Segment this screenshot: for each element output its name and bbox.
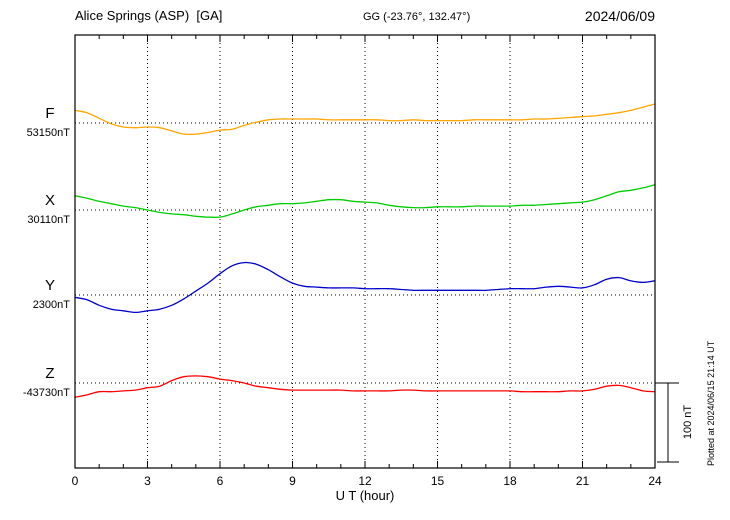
- x-tick-label-15: 15: [431, 474, 445, 488]
- series-F-line: [74, 103, 656, 136]
- plotted-at-note: Plotted at 2024/06/15 21:14 UT: [706, 340, 716, 466]
- series-X-baseline-value: 30110nT: [27, 214, 70, 226]
- x-tick-label-9: 9: [289, 474, 296, 488]
- series-Z-line: [74, 375, 656, 398]
- x-tick-label-18: 18: [503, 474, 517, 488]
- series-Z-label: Z: [45, 365, 54, 382]
- series-Y-line: [74, 261, 656, 314]
- x-tick-label-6: 6: [217, 474, 224, 488]
- x-tick-label-3: 3: [144, 474, 151, 488]
- plot-date: 2024/06/09: [584, 8, 655, 24]
- x-tick-label-12: 12: [358, 474, 372, 488]
- plot-border: [74, 34, 656, 469]
- x-tick-label-21: 21: [576, 474, 590, 488]
- geo-coordinates: GG (-23.76°, 132.47°): [363, 11, 471, 23]
- series-X-label: X: [45, 192, 55, 209]
- series-Y-label: Y: [45, 277, 55, 294]
- series-F-label: F: [45, 105, 54, 122]
- x-tick-label-0: 0: [72, 474, 79, 488]
- series-Y-baseline-value: 2300nT: [33, 299, 71, 311]
- series-F-baseline-value: 53150nT: [27, 127, 71, 139]
- x-tick-label-24: 24: [648, 474, 662, 488]
- series-X-line: [74, 184, 656, 218]
- station-title: Alice Springs (ASP) [GA]: [75, 8, 223, 23]
- series-Z-baseline-value: -43730nT: [23, 387, 70, 399]
- x-axis-label: U T (hour): [335, 488, 395, 503]
- scale-bar-label: 100 nT: [682, 405, 694, 440]
